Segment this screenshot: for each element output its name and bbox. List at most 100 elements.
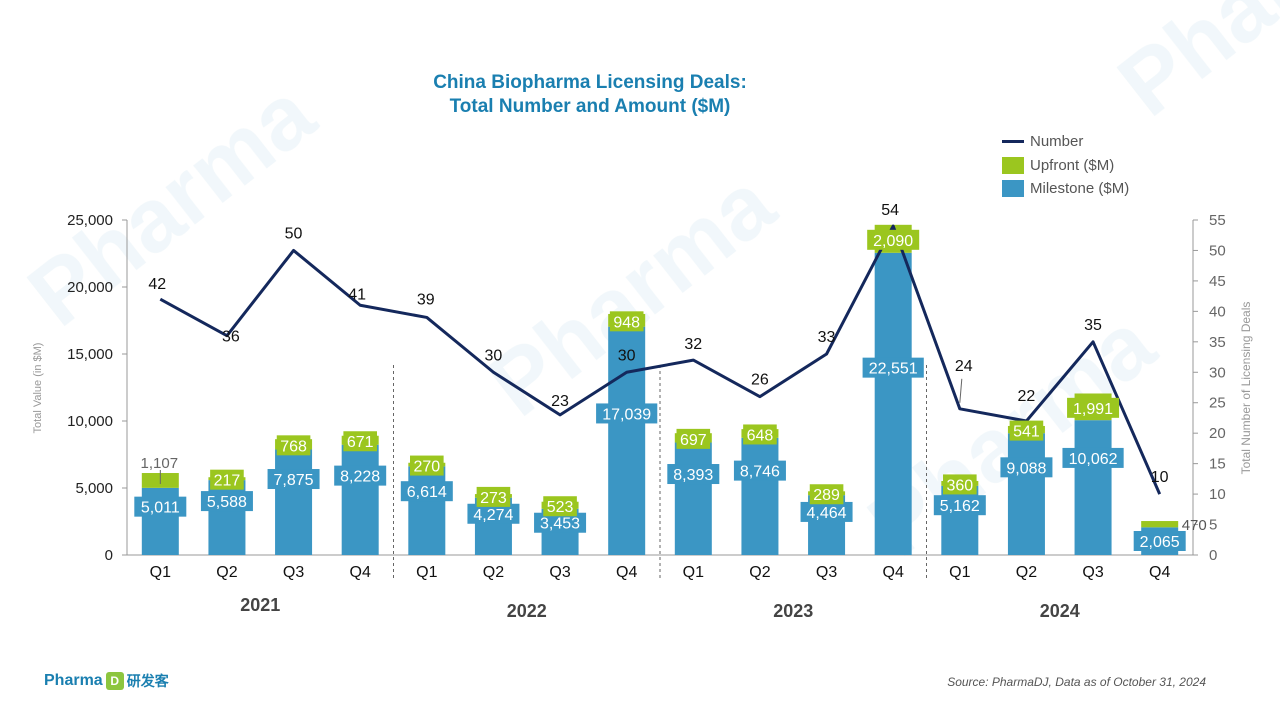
upfront-data-label-bg	[1067, 397, 1120, 418]
x-tick-label: Q4	[883, 564, 904, 581]
y2-tick-label: 55	[1209, 212, 1226, 229]
legend-label-upfront: Upfront ($M)	[1030, 156, 1115, 174]
x-tick-label: Q2	[1016, 564, 1037, 581]
milestone-data-label-bg	[667, 464, 720, 485]
y2-tick-label: 45	[1209, 273, 1226, 290]
milestone-data-label: 5,588	[207, 494, 247, 511]
number-data-label: 22	[1018, 388, 1036, 405]
number-data-label: 26	[751, 372, 769, 389]
legend-item-milestone: Milestone ($M)	[1002, 177, 1129, 201]
legend-item-upfront: Upfront ($M)	[1002, 154, 1129, 178]
bar-upfront	[1141, 521, 1179, 528]
x-tick-label: Q3	[816, 564, 837, 581]
number-series-line	[159, 224, 1162, 495]
milestone-data-label: 4,464	[807, 505, 847, 522]
upfront-data-label-bg	[276, 435, 311, 456]
upfront-data-label: 1,107	[141, 455, 179, 472]
y2-tick-label: 20	[1209, 425, 1226, 442]
y-tick-label: 10,000	[67, 413, 113, 430]
upfront-data-label-bg	[410, 455, 444, 476]
x-tick-label: Q4	[350, 564, 371, 581]
number-data-label: 32	[684, 336, 702, 353]
y2-tick-label: 5	[1209, 517, 1217, 534]
legend-item-number: Number	[1002, 130, 1129, 154]
milestone-data-label-bg	[1133, 531, 1186, 551]
x-tick-label: Q3	[549, 564, 570, 581]
milestone-data-label: 9,088	[1006, 460, 1046, 477]
number-data-label: 35	[1084, 317, 1102, 334]
x-tick-label: Q4	[616, 564, 637, 581]
number-data-label: 41	[348, 286, 366, 303]
bar-milestone	[275, 449, 313, 555]
upfront-data-label-bg	[809, 484, 844, 505]
upfront-data-label: 273	[480, 490, 507, 507]
bar-milestone	[341, 444, 379, 555]
bar-milestone	[408, 466, 446, 555]
year-group-label: 2024	[1040, 601, 1080, 621]
axes: 0 5,000 10,000 15,000 20,000 25,000 0 5 10 15 20 25…	[32, 212, 1253, 621]
legend-label-number: Number	[1030, 133, 1084, 151]
milestone-data-label-bg	[134, 496, 187, 517]
x-tick-label: Q1	[949, 564, 970, 581]
upfront-data-label-bg	[210, 469, 244, 490]
y2-tick-label: 30	[1209, 364, 1226, 381]
x-tick-label: Q1	[683, 564, 704, 581]
number-data-label: 54	[881, 202, 899, 219]
upfront-data-label: 2,090	[873, 233, 913, 250]
chart-title-line-1: China Biopharma Licensing Deals:	[433, 72, 747, 93]
line-layer	[159, 224, 1162, 495]
milestone-data-label: 6,614	[407, 484, 447, 501]
upfront-data-label-bg	[543, 496, 577, 517]
brand-mark-icon: D	[105, 672, 124, 690]
x-tick-label: Q2	[483, 564, 504, 581]
y-tick-label: 15,000	[67, 346, 113, 363]
bar-milestone	[1074, 420, 1112, 555]
number-data-label: 24	[955, 358, 973, 375]
milestone-data-label-bg	[200, 491, 253, 512]
chart-title-line-2: Total Number and Amount ($M)	[449, 96, 731, 117]
year-group-label: 2023	[773, 601, 813, 621]
y2-tick-label: 10	[1209, 486, 1226, 503]
y-axis-title: Total Value (in $M)	[32, 343, 44, 434]
upfront-data-label-bg	[476, 486, 511, 507]
bar-milestone	[741, 437, 779, 555]
bar-milestone	[874, 252, 912, 556]
x-tick-label: Q1	[416, 564, 437, 581]
upfront-data-label: 1,991	[1073, 401, 1113, 418]
number-data-label: 39	[417, 291, 435, 308]
labels: 5,011 5,588 7,875 8,228 6,614 4,274 3,453 17,03…	[134, 202, 1207, 551]
milestone-data-label-bg	[534, 512, 587, 533]
brand-name: Pharma	[44, 672, 103, 689]
x-tick-label: Q2	[216, 564, 237, 581]
milestone-data-label-bg	[467, 503, 520, 524]
x-tick-label: Q3	[1082, 564, 1103, 581]
number-data-label: 30	[618, 347, 636, 364]
legend: Number Upfront ($M) Milestone ($M)	[1002, 130, 1129, 201]
upfront-data-label: 541	[1013, 424, 1040, 441]
number-data-label: 33	[818, 329, 836, 346]
milestone-data-label-bg	[1000, 457, 1053, 478]
y2-tick-label: 25	[1209, 395, 1226, 412]
svg-text:Pharma: Pharma	[11, 63, 333, 346]
year-group-label: 2021	[240, 595, 280, 615]
milestone-data-label-bg	[800, 501, 853, 522]
milestone-data-label: 17,039	[602, 406, 651, 423]
milestone-data-label: 3,453	[540, 516, 580, 533]
milestone-data-label: 22,551	[869, 361, 918, 378]
y2-tick-label: 15	[1209, 456, 1226, 473]
milestone-data-label: 8,393	[673, 467, 713, 484]
upfront-data-label: 360	[946, 477, 973, 494]
milestone-data-label-bg	[862, 357, 924, 378]
number-data-label: 10	[1151, 469, 1169, 486]
y-tick-label: 20,000	[67, 279, 113, 296]
upfront-data-label: 697	[680, 432, 707, 449]
y2-tick-label: 35	[1209, 334, 1226, 351]
number-data-label: 42	[148, 276, 166, 293]
upfront-data-label-bg	[609, 311, 644, 332]
upfront-data-label: 270	[413, 459, 440, 476]
upfront-data-label-bg	[943, 474, 977, 495]
number-data-label: 30	[485, 347, 503, 364]
x-tick-label: Q1	[150, 564, 171, 581]
number-data-label: 36	[222, 329, 240, 346]
milestone-data-label-bg	[334, 465, 387, 486]
